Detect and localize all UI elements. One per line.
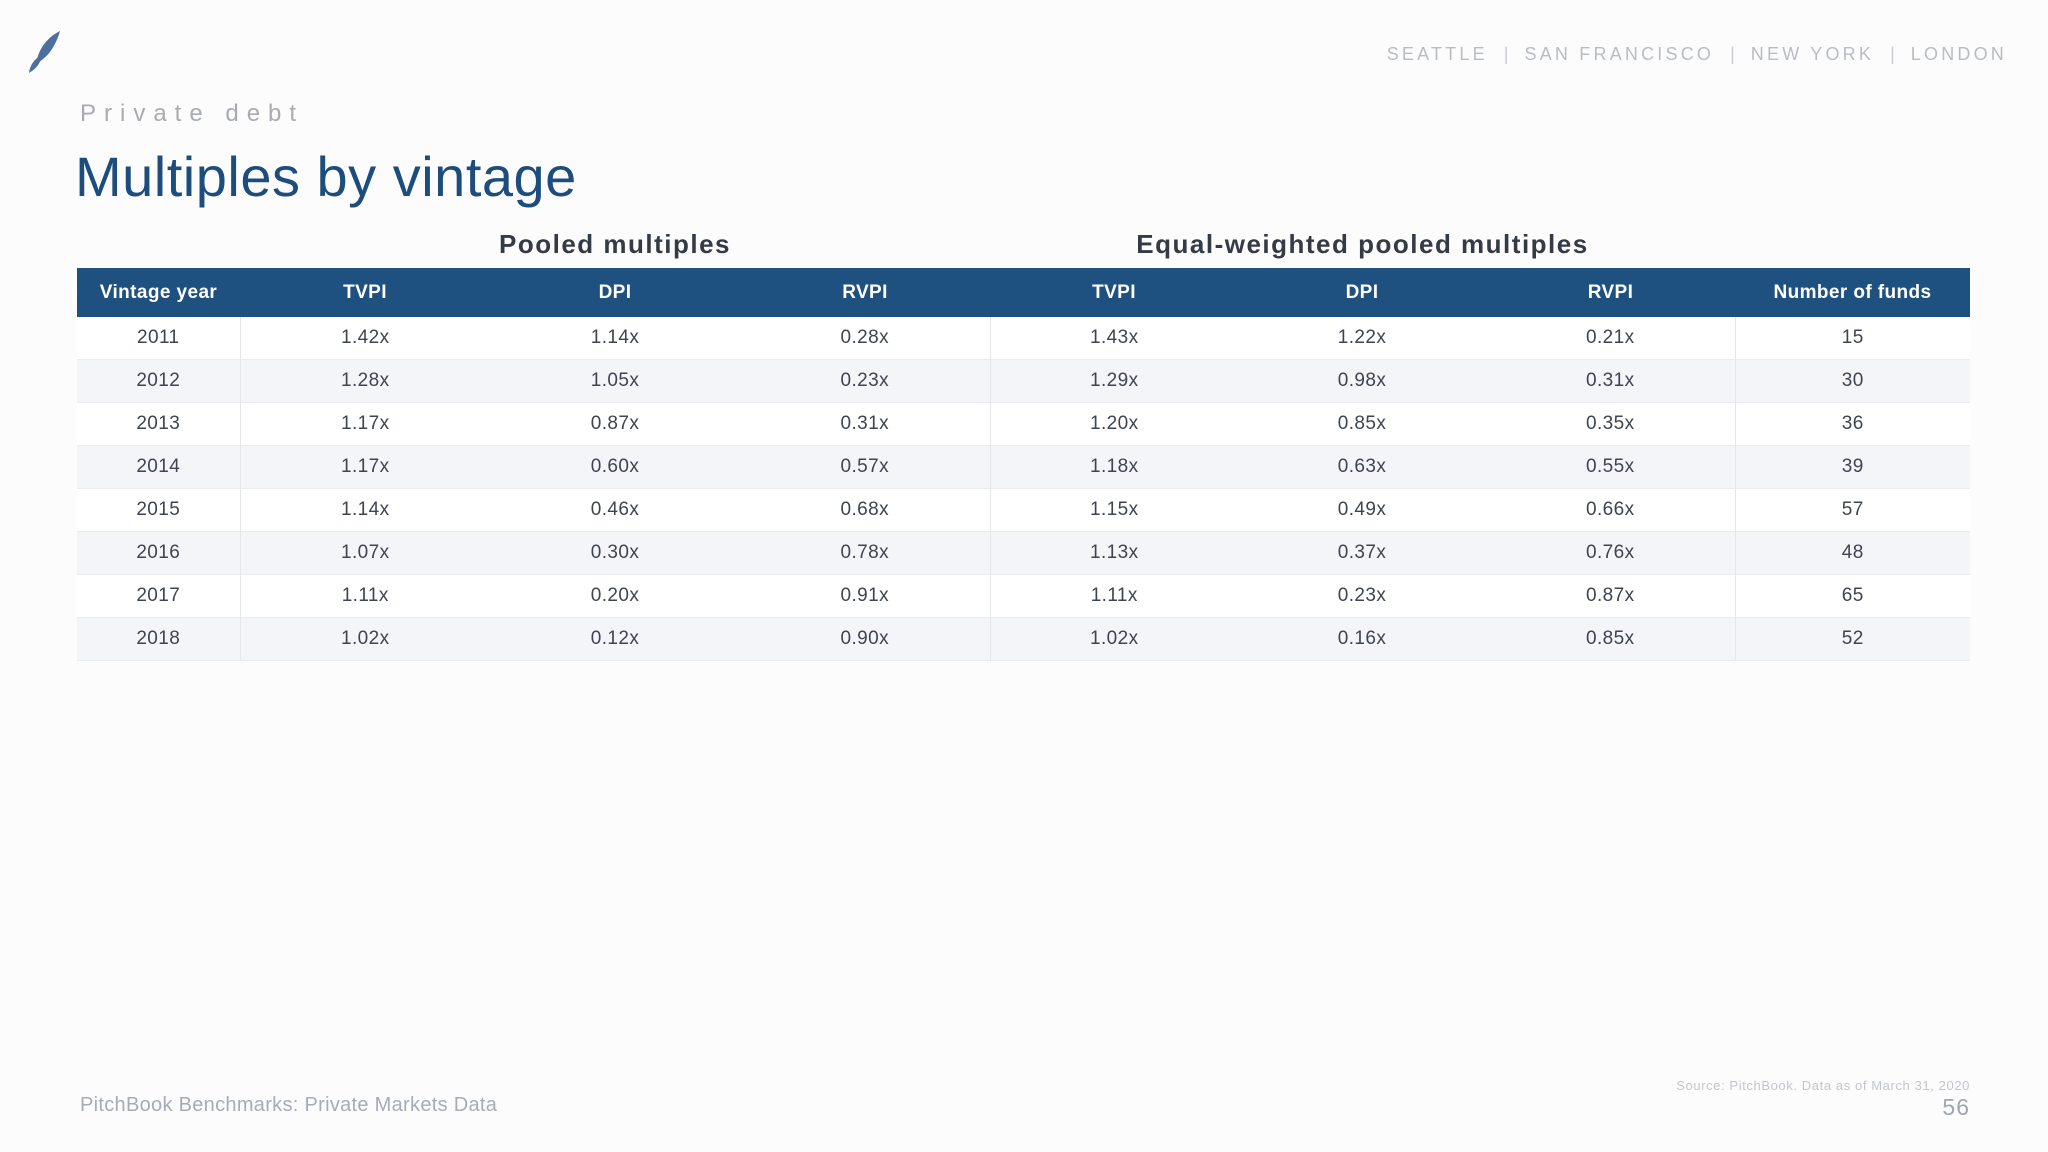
- dpi-pooled-cell: 1.05x: [490, 359, 740, 403]
- dpi-eq-cell: 0.49x: [1238, 488, 1486, 532]
- table-row-2013: 2013 1.17x 0.87x 0.31x 1.20x 0.85x 0.35x…: [77, 402, 1970, 446]
- dpi-pooled-cell: 0.12x: [490, 617, 740, 661]
- source-note: Source: PitchBook. Data as of March 31, …: [1676, 1078, 1970, 1093]
- rvpi-eq-cell: 0.87x: [1486, 574, 1736, 618]
- table-row-2014: 2014 1.17x 0.60x 0.57x 1.18x 0.63x 0.55x…: [77, 445, 1970, 489]
- city-separator: |: [1890, 44, 1895, 64]
- tvpi-pooled-cell: 1.17x: [240, 445, 490, 489]
- report-title-footer: PitchBook Benchmarks: Private Markets Da…: [80, 1094, 498, 1116]
- tvpi-pooled-cell: 1.07x: [240, 531, 490, 575]
- dpi-eq-cell: 1.22x: [1238, 317, 1486, 360]
- city-separator: |: [1730, 44, 1735, 64]
- rvpi-eq-cell: 0.21x: [1486, 317, 1736, 360]
- number-of-funds-cell: 57: [1735, 488, 1970, 532]
- number-of-funds-cell: 65: [1735, 574, 1970, 618]
- dpi-pooled-cell: 0.60x: [490, 445, 740, 489]
- col-header-rvpi-eq: RVPI: [1486, 268, 1735, 317]
- dpi-pooled-cell: 1.14x: [490, 317, 740, 360]
- number-of-funds-cell: 52: [1735, 617, 1970, 661]
- dpi-eq-cell: 0.37x: [1238, 531, 1486, 575]
- pooled-multiples-heading: Pooled multiples: [498, 229, 732, 259]
- pitchbook-logo-icon: [29, 31, 60, 73]
- rvpi-eq-cell: 0.35x: [1486, 402, 1736, 446]
- city-seattle: SEATTLE: [1386, 44, 1488, 64]
- rvpi-pooled-cell: 0.57x: [740, 445, 991, 489]
- table-row-2018: 2018 1.02x 0.12x 0.90x 1.02x 0.16x 0.85x…: [77, 617, 1970, 661]
- city-london: LONDON: [1910, 44, 2007, 64]
- col-header-tvpi-pooled: TVPI: [240, 268, 490, 317]
- rvpi-pooled-cell: 0.68x: [740, 488, 991, 532]
- number-of-funds-cell: 48: [1735, 531, 1970, 575]
- rvpi-eq-cell: 0.76x: [1486, 531, 1736, 575]
- equal-weighted-heading: Equal-weighted pooled multiples: [1136, 229, 1589, 259]
- dpi-eq-cell: 0.98x: [1238, 359, 1486, 403]
- rvpi-pooled-cell: 0.78x: [740, 531, 991, 575]
- table-row-2017: 2017 1.11x 0.20x 0.91x 1.11x 0.23x 0.87x…: [77, 574, 1970, 618]
- vintage-year-cell: 2013: [77, 402, 241, 446]
- tvpi-pooled-cell: 1.28x: [240, 359, 490, 403]
- category-label: Private debt: [80, 100, 305, 127]
- multiples-by-vintage-table: Vintage year TVPI DPI RVPI TVPI DPI RVPI…: [77, 268, 1970, 661]
- vintage-year-cell: 2012: [77, 359, 241, 403]
- tvpi-pooled-cell: 1.42x: [240, 317, 490, 360]
- rvpi-pooled-cell: 0.28x: [740, 317, 991, 360]
- tvpi-pooled-cell: 1.17x: [240, 402, 490, 446]
- number-of-funds-cell: 39: [1735, 445, 1970, 489]
- number-of-funds-cell: 15: [1735, 317, 1970, 360]
- tvpi-eq-cell: 1.15x: [990, 488, 1238, 532]
- rvpi-eq-cell: 0.85x: [1486, 617, 1736, 661]
- rvpi-eq-cell: 0.66x: [1486, 488, 1736, 532]
- tvpi-eq-cell: 1.13x: [990, 531, 1238, 575]
- vintage-year-cell: 2014: [77, 445, 241, 489]
- col-header-dpi-pooled: DPI: [490, 268, 740, 317]
- rvpi-pooled-cell: 0.31x: [740, 402, 991, 446]
- dpi-eq-cell: 0.16x: [1238, 617, 1486, 661]
- number-of-funds-cell: 30: [1735, 359, 1970, 403]
- table-row-2016: 2016 1.07x 0.30x 0.78x 1.13x 0.37x 0.76x…: [77, 531, 1970, 575]
- dpi-eq-cell: 0.23x: [1238, 574, 1486, 618]
- col-header-vintage-year: Vintage year: [77, 268, 240, 317]
- city-new-york: NEW YORK: [1750, 44, 1875, 64]
- col-header-number-of-funds: Number of funds: [1735, 268, 1970, 317]
- table-header-row: Vintage year TVPI DPI RVPI TVPI DPI RVPI…: [77, 268, 1970, 317]
- vintage-year-cell: 2016: [77, 531, 241, 575]
- city-san-francisco: SAN FRANCISCO: [1524, 44, 1715, 64]
- table-row-2011: 2011 1.42x 1.14x 0.28x 1.43x 1.22x 0.21x…: [77, 317, 1970, 360]
- vintage-year-cell: 2015: [77, 488, 241, 532]
- tvpi-pooled-cell: 1.02x: [240, 617, 490, 661]
- rvpi-eq-cell: 0.31x: [1486, 359, 1736, 403]
- page-title: Multiples by vintage: [75, 145, 577, 208]
- table-row-2015: 2015 1.14x 0.46x 0.68x 1.15x 0.49x 0.66x…: [77, 488, 1970, 532]
- vintage-year-cell: 2018: [77, 617, 241, 661]
- dpi-eq-cell: 0.63x: [1238, 445, 1486, 489]
- number-of-funds-cell: 36: [1735, 402, 1970, 446]
- tvpi-eq-cell: 1.18x: [990, 445, 1238, 489]
- col-header-dpi-eq: DPI: [1238, 268, 1486, 317]
- dpi-eq-cell: 0.85x: [1238, 402, 1486, 446]
- tvpi-eq-cell: 1.02x: [990, 617, 1238, 661]
- col-header-tvpi-eq: TVPI: [990, 268, 1238, 317]
- dpi-pooled-cell: 0.30x: [490, 531, 740, 575]
- vintage-year-cell: 2011: [77, 317, 241, 360]
- rvpi-pooled-cell: 0.90x: [740, 617, 991, 661]
- tvpi-eq-cell: 1.20x: [990, 402, 1238, 446]
- tvpi-eq-cell: 1.11x: [990, 574, 1238, 618]
- dpi-pooled-cell: 0.87x: [490, 402, 740, 446]
- rvpi-pooled-cell: 0.91x: [740, 574, 991, 618]
- tvpi-pooled-cell: 1.14x: [240, 488, 490, 532]
- dpi-pooled-cell: 0.20x: [490, 574, 740, 618]
- city-separator: |: [1503, 44, 1509, 64]
- dpi-pooled-cell: 0.46x: [490, 488, 740, 532]
- rvpi-eq-cell: 0.55x: [1486, 445, 1736, 489]
- tvpi-pooled-cell: 1.11x: [240, 574, 490, 618]
- col-header-rvpi-pooled: RVPI: [740, 268, 990, 317]
- tvpi-eq-cell: 1.29x: [990, 359, 1238, 403]
- vintage-year-cell: 2017: [77, 574, 241, 618]
- office-locations: SEATTLE | SAN FRANCISCO | NEW YORK | LONDON: [1387, 44, 2007, 65]
- tvpi-eq-cell: 1.43x: [990, 317, 1238, 360]
- table-row-2012: 2012 1.28x 1.05x 0.23x 1.29x 0.98x 0.31x…: [77, 359, 1970, 403]
- page-number: 56: [1942, 1094, 1970, 1120]
- rvpi-pooled-cell: 0.23x: [740, 359, 991, 403]
